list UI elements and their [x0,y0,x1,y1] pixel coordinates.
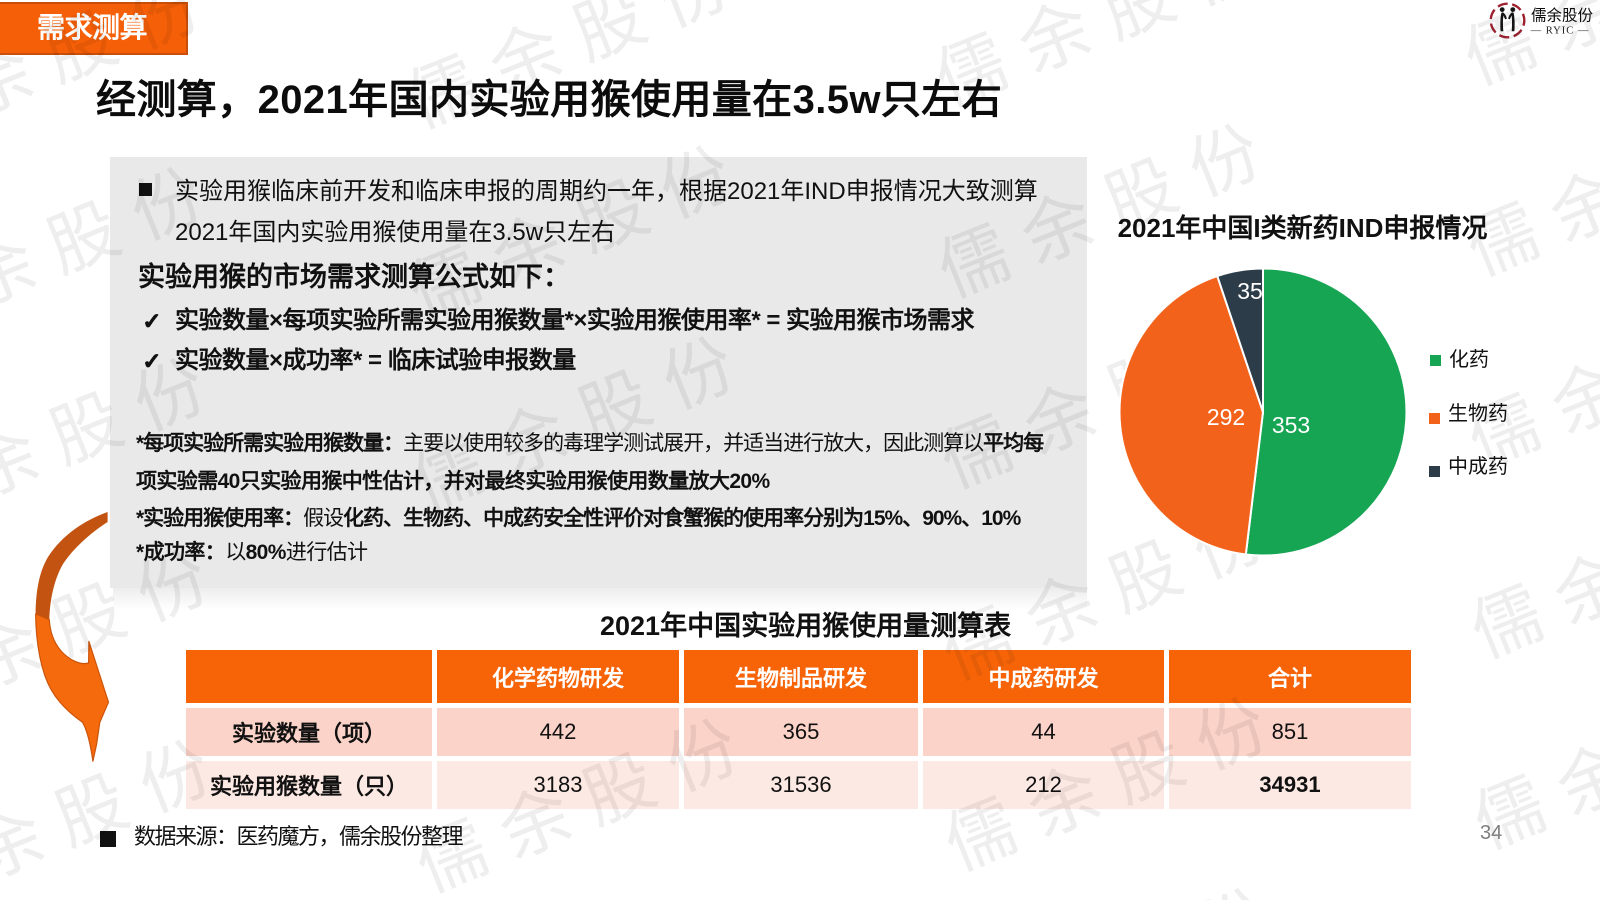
svg-text:292: 292 [1207,404,1245,430]
svg-text:353: 353 [1272,412,1310,438]
svg-text:35: 35 [1237,278,1263,304]
svg-text:儒余股份: 儒余股份 [1531,6,1594,25]
svg-text:— RYIC —: — RYIC — [1530,26,1590,37]
